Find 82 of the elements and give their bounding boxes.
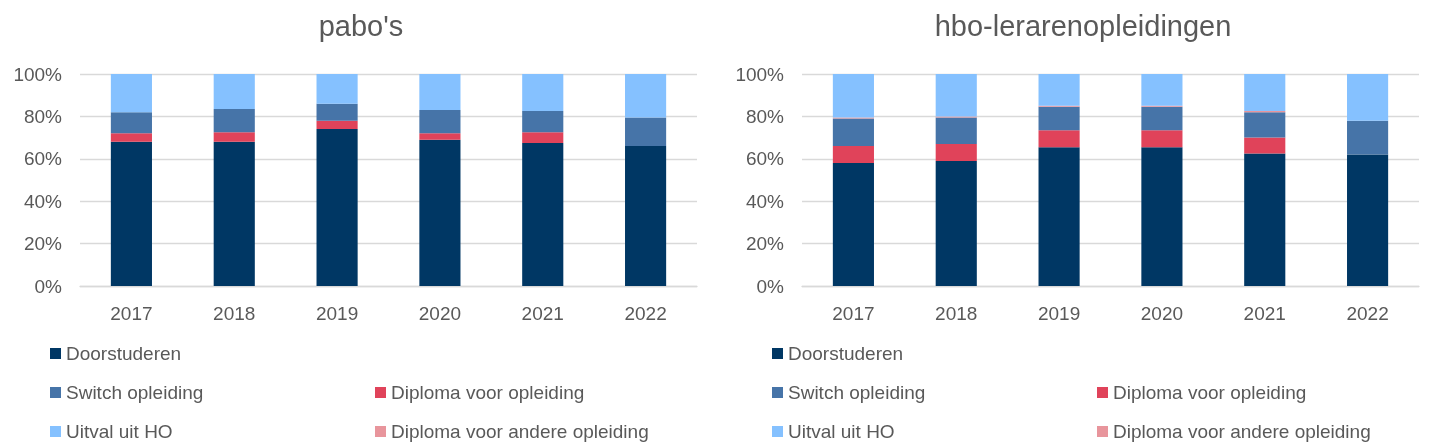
bar	[1141, 74, 1183, 106]
legend-label: Switch opleiding	[66, 382, 204, 403]
bar	[1141, 147, 1183, 286]
bar	[1347, 154, 1389, 286]
bar	[625, 74, 667, 118]
legend-label: Doorstuderen	[788, 343, 904, 364]
bar	[1141, 130, 1183, 148]
legend-label: Diploma voor opleiding	[1113, 382, 1307, 403]
bar	[1038, 130, 1080, 148]
legend-label: Diploma voor andere opleiding	[391, 421, 649, 442]
bar	[419, 133, 461, 140]
bar	[832, 118, 874, 147]
chart-title: pabo's	[318, 9, 404, 42]
y-tick-label: 60%	[745, 148, 785, 170]
x-tick-label: 2018	[935, 303, 978, 324]
x-tick-label: 2020	[418, 303, 462, 324]
bar	[935, 74, 977, 117]
bar	[935, 160, 977, 286]
legend-label: Uitval uit HO	[788, 421, 895, 442]
bar	[1038, 147, 1080, 286]
legend-label: Uitval uit HO	[66, 421, 173, 442]
y-tick-label: 40%	[23, 190, 63, 212]
bar	[1347, 120, 1389, 155]
bar	[316, 74, 358, 104]
y-tick-label: 100%	[735, 63, 785, 85]
bar	[522, 142, 564, 286]
y-tick-label: 0%	[756, 275, 785, 297]
x-tick-label: 2017	[110, 303, 153, 324]
chart-title: hbo-lerarenopleidingen	[934, 9, 1232, 42]
bar	[1347, 74, 1389, 121]
bar	[625, 146, 667, 286]
bar	[832, 163, 874, 286]
bar	[522, 111, 564, 133]
x-tick-label: 2021	[1243, 303, 1286, 324]
bar	[213, 132, 255, 142]
x-tick-label: 2017	[832, 303, 875, 324]
y-tick-label: 20%	[23, 233, 63, 255]
bar	[110, 141, 152, 286]
bar	[110, 112, 152, 134]
y-tick-label: 20%	[745, 233, 785, 255]
bar	[110, 74, 152, 113]
bar	[1244, 112, 1286, 138]
bar	[316, 129, 358, 286]
bar	[832, 146, 874, 164]
x-tick-label: 2021	[521, 303, 564, 324]
bar	[935, 143, 977, 161]
y-tick-label: 80%	[745, 105, 785, 127]
bar	[316, 120, 358, 130]
legend-label: Diploma voor opleiding	[391, 382, 585, 403]
legend-label: Diploma voor andere opleiding	[1113, 421, 1371, 442]
legend-label: Doorstuderen	[66, 343, 182, 364]
bar	[213, 141, 255, 286]
y-tick-label: 0%	[34, 275, 63, 297]
bar	[213, 74, 255, 109]
bar	[419, 74, 461, 111]
bar	[522, 132, 564, 143]
bar	[110, 133, 152, 142]
x-tick-label: 2019	[315, 303, 359, 324]
x-tick-label: 2022	[1346, 303, 1389, 324]
bar	[419, 139, 461, 286]
bar	[419, 110, 461, 134]
y-tick-label: 80%	[23, 105, 63, 127]
bar	[1038, 74, 1080, 106]
legend-label: Switch opleiding	[788, 382, 926, 403]
bar	[1244, 137, 1286, 154]
y-tick-label: 100%	[13, 63, 63, 85]
y-tick-label: 60%	[23, 148, 63, 170]
x-tick-label: 2018	[213, 303, 256, 324]
bar	[1244, 74, 1286, 112]
bar	[1141, 106, 1183, 131]
bar	[1244, 153, 1286, 286]
bar	[1038, 106, 1080, 131]
x-tick-label: 2019	[1037, 303, 1081, 324]
y-tick-label: 40%	[745, 190, 785, 212]
bar	[316, 103, 358, 121]
bar	[625, 117, 667, 147]
bar	[522, 74, 564, 112]
bar	[832, 74, 874, 118]
x-tick-label: 2022	[624, 303, 667, 324]
x-tick-label: 2020	[1140, 303, 1184, 324]
bar	[213, 108, 255, 133]
bar	[935, 117, 977, 144]
